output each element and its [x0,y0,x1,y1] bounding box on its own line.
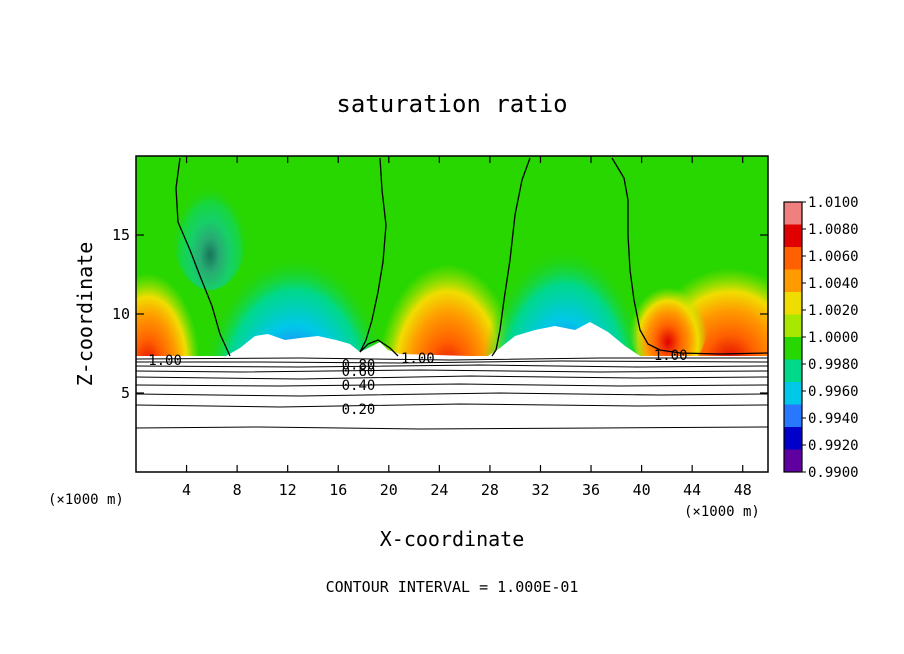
x-tick-label: 48 [734,481,752,499]
lower-region [136,322,768,472]
colorbar-swatch [784,224,802,248]
colorbar-swatch [784,247,802,270]
plot-field [136,156,768,472]
x-tick-label: 8 [233,481,242,499]
colorbar-label: 1.0040 [808,276,859,292]
colorbar-swatch [784,292,802,315]
x-tick-label: 44 [683,481,701,499]
contour-line [491,157,531,357]
colorbar-label: 0.9960 [808,384,859,400]
y-tick-label: 15 [112,226,130,244]
colorbar-label: 1.0020 [808,303,859,319]
colorbar-label: 0.9980 [808,357,859,373]
colorbar-label: 0.9920 [808,438,859,454]
chart-title: saturation ratio [336,90,567,118]
x-tick-label: 32 [531,481,549,499]
colorbar-swatch [784,269,802,293]
colorbar-label: 1.0080 [808,222,859,238]
colorbar-swatch [784,404,802,428]
colorbar-label: 1.0060 [808,249,859,265]
contour-label: 0.40 [342,378,376,394]
colorbar-label: 1.0100 [808,195,859,211]
colorbar: 1.0100 1.0080 1.0060 1.0040 1.0020 1.0000 0.99… [783,195,859,481]
x-tick-label: 20 [380,481,398,499]
y-tick-label: 10 [112,305,130,323]
x-tick-label: 12 [279,481,297,499]
contour-line [359,157,399,357]
contour-label: 0.80 [342,358,376,374]
x-tick-label: 36 [582,481,600,499]
contour-label: 1.00 [401,351,435,367]
colorbar-swatch [784,314,802,338]
colorbar-label: 0.9900 [808,465,859,481]
x-tick-label: 24 [430,481,448,499]
colorbar-swatch [784,427,802,450]
contour-labels: 1.00 1.00 1.00 0.800.600.40 0.20 [148,348,687,418]
x-tick-label: 40 [633,481,651,499]
y-axis-label: Z-coordinate [73,242,97,387]
x-tick-label: 16 [329,481,347,499]
x-axis-label: X-coordinate [380,527,525,551]
contour-interval-footer: CONTOUR INTERVAL = 1.000E-01 [326,578,579,596]
contour-line [175,157,231,357]
colorbar-swatch [784,449,802,473]
x-unit-right: (×1000 m) [684,504,760,520]
y-tick-label: 5 [121,384,130,402]
contour-label: 0.20 [342,402,376,418]
lower-contours [136,357,768,430]
colorbar-label: 0.9940 [808,411,859,427]
contour-label: 1.00 [148,353,182,369]
colorbar-swatch [784,359,802,383]
x-unit-left: (×1000 m) [48,492,124,508]
contour-line [611,157,768,355]
x-tick-label: 28 [481,481,499,499]
colorbar-swatch [784,202,802,225]
contour-label: 0.60 [342,364,376,380]
colorbar-swatch [784,337,802,360]
x-tick-label: 4 [182,481,191,499]
colorbar-label: 1.0000 [808,330,859,346]
contour-label: 1.00 [654,348,688,364]
colorbar-swatch [784,382,802,405]
subsaturated-cell [170,156,250,290]
